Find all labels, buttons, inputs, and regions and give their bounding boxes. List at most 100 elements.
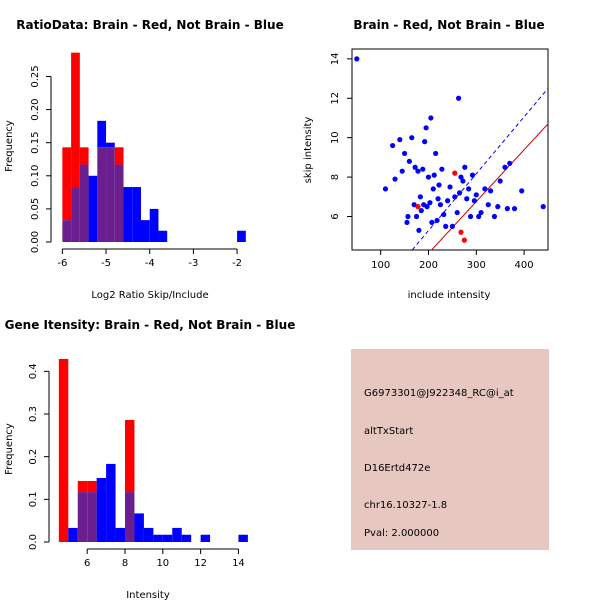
ratio-notbrain-bar [88, 175, 98, 242]
ratio-brain-bar [79, 147, 89, 165]
intensity-notbrain-bar [68, 527, 78, 542]
ratio-overlap-bar [62, 220, 72, 242]
notbrain-point [495, 204, 501, 210]
notbrain-point [404, 219, 410, 226]
notbrain-point [392, 176, 398, 182]
notbrain-point [540, 204, 546, 210]
intensity-histogram-ylabel: Frequency [4, 423, 15, 475]
scatter-xlabel: include intensity [408, 290, 491, 301]
notbrain-point [409, 135, 415, 141]
intensity-brain-bar [125, 419, 135, 493]
scatter-y-tick-label: 6 [330, 213, 341, 219]
scatter-x-tick-label: 300 [467, 260, 486, 271]
scatter-y-tick-label: 10 [330, 131, 341, 144]
intensity-notbrain-bar [162, 534, 173, 542]
brain-point [458, 229, 464, 235]
scatter-y-tick-label: 8 [330, 174, 341, 180]
notbrain-point [469, 172, 476, 178]
ratio-notbrain-bar [106, 142, 115, 148]
scatter-x-tick-label: 400 [515, 260, 534, 271]
notbrain-point [507, 160, 513, 166]
ratio-notbrain-bar [97, 120, 107, 148]
notbrain-point [504, 206, 510, 212]
scatter-x-tick-label: 100 [371, 260, 390, 271]
notbrain-point [456, 95, 462, 101]
intensity-y-tick-label: 0.4 [28, 363, 39, 379]
ratio-histogram: 0.00 0.05 0.10 0.15 0.20 0.25 -6 -5 -4 -3 -2 [30, 52, 246, 269]
notbrain-point [417, 194, 423, 200]
ratio-y-tick-label: 0.00 [30, 231, 41, 253]
intensity-y-tick-label: 0.0 [28, 534, 39, 550]
notbrain-point [476, 213, 482, 220]
notbrain-point [423, 125, 429, 131]
notbrain-point [415, 168, 421, 174]
notbrain-point [397, 137, 403, 143]
notbrain-point [454, 209, 460, 216]
intensity-overlap-bar [87, 492, 97, 542]
intensity-y-tick-label: 0.2 [28, 449, 39, 465]
intensity-x-tick-label: 10 [156, 558, 169, 569]
intensity-notbrain-bar [96, 478, 107, 542]
notbrain-point [437, 202, 444, 208]
notbrain-point [497, 178, 503, 184]
notbrain-point [424, 204, 430, 210]
notbrain-point [430, 186, 436, 192]
notbrain-point [412, 164, 418, 170]
ratio-y-tick-label: 0.20 [30, 98, 41, 120]
brain-fit-line [430, 123, 548, 250]
intensity-histogram-xlabel: Intensity [126, 590, 170, 600]
notbrain-point [411, 202, 417, 208]
notbrain-point [425, 174, 432, 180]
intensity-brain-bar [87, 480, 97, 493]
notbrain-point [488, 188, 494, 194]
notbrain-point [401, 150, 408, 157]
notbrain-point [502, 164, 508, 170]
notbrain-point [447, 184, 453, 190]
intensity-notbrain-bar [200, 534, 211, 542]
ratio-x-tick-label: -6 [57, 258, 67, 269]
intensity-notbrain-bar [153, 534, 163, 542]
ratio-overlap-bar [114, 164, 124, 242]
ratio-notbrain-bar [158, 230, 168, 242]
notbrain-point [405, 213, 411, 220]
intensity-notbrain-bar [172, 527, 182, 542]
intensity-brain-bar [58, 358, 69, 542]
notbrain-point [382, 186, 389, 192]
notbrain-point [462, 164, 468, 170]
intensity-overlap-bar [77, 492, 88, 542]
notbrain-point [458, 174, 464, 180]
ratio-y-tick-label: 0.10 [30, 165, 41, 187]
ratio-notbrain-bar [123, 187, 133, 242]
ratio-brain-bar [71, 52, 80, 188]
intensity-notbrain-bar [181, 534, 192, 542]
intensity-histogram-title: Gene Itensity: Brain - Red, Not Brain - … [5, 318, 296, 332]
notbrain-point [439, 166, 445, 172]
notbrain-point [420, 166, 426, 172]
intensity-histogram: 0.0 0.1 0.2 0.3 0.4 6 8 10 12 14 [28, 358, 248, 569]
ratio-x-tick-label: -5 [101, 258, 111, 269]
intensity-x-tick-label: 12 [194, 558, 207, 569]
notbrain-point [434, 217, 440, 224]
ratio-notbrain-bar [149, 208, 159, 242]
notbrain-point [418, 207, 424, 214]
ratio-y-tick-label: 0.05 [30, 198, 41, 220]
notbrain-point [511, 206, 518, 212]
notbrain-point [354, 56, 360, 62]
scatter-plot: 100 200 300 400 6 8 10 12 14 [330, 48, 549, 271]
notbrain-point [445, 198, 451, 204]
intensity-x-tick-label: 14 [232, 558, 245, 569]
ratio-notbrain-bar [237, 230, 246, 242]
intensity-notbrain-bar [134, 513, 144, 542]
intensity-x-tick-label: 6 [84, 558, 90, 569]
scatter-ylabel: skip intensity [303, 117, 314, 184]
notbrain-point [435, 196, 441, 202]
notbrain-point [436, 182, 442, 188]
scatter-title: Brain - Red, Not Brain - Blue [353, 18, 544, 32]
notbrain-point [443, 223, 449, 229]
notbrain-point [429, 219, 435, 226]
intensity-notbrain-bar [106, 463, 116, 542]
brain-point [415, 204, 421, 210]
scatter-y-tick-label: 12 [330, 92, 341, 105]
notbrain-point [413, 213, 420, 220]
scatter-y-tick-label: 14 [330, 52, 341, 65]
